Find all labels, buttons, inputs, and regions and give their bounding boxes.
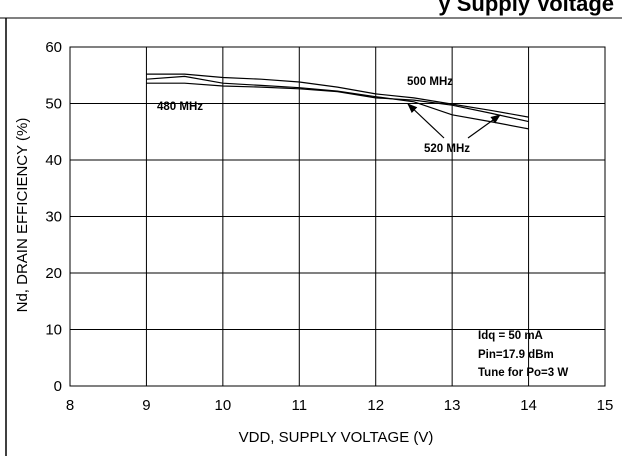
clipped-title: y Supply Voltage (438, 0, 614, 16)
y-tick-label: 40 (45, 152, 62, 169)
clipped-title-strip: y Supply Voltage (0, 0, 622, 18)
y-axis-label: Nd, DRAIN EFFICIENCY (%) (14, 118, 31, 313)
x-tick-label: 10 (215, 397, 232, 414)
x-tick-label: 12 (367, 397, 384, 414)
y-tick-label: 0 (54, 378, 62, 395)
y-tick-label: 50 (45, 96, 62, 113)
series-line-500-mhz (146, 73, 529, 118)
y-tick-label: 60 (45, 39, 62, 56)
y-tick-label: 10 (45, 322, 62, 339)
x-tick-label: 9 (142, 397, 150, 414)
x-axis-label: VDD, SUPPLY VOLTAGE (V) (239, 429, 434, 446)
x-tick-label: 13 (444, 397, 461, 414)
y-tick-label: 20 (45, 265, 62, 282)
arrow-520-to-curve-b (467, 114, 501, 139)
condition-tune: Tune for Po=3 W (478, 367, 568, 379)
y-tick-label: 30 (45, 209, 62, 226)
series-line-520-mhz (146, 75, 529, 130)
x-tick-label: 14 (520, 397, 537, 414)
condition-pin: Pin=17.9 dBm (478, 349, 554, 361)
series-lines (146, 73, 529, 130)
series-line-480-mhz (146, 82, 529, 123)
x-tick-labels: 8 9 10 11 12 13 14 15 (66, 397, 614, 414)
x-tick-label: 11 (291, 397, 307, 414)
label-520-mhz: 520 MHz (424, 143, 470, 155)
label-500-mhz: 500 MHz (407, 76, 453, 88)
x-tick-label: 8 (66, 397, 74, 414)
condition-idq: Idq = 50 mA (478, 330, 543, 342)
label-480-mhz: 480 MHz (157, 101, 203, 113)
plot-area (69, 46, 606, 387)
y-tick-labels: 0 10 20 30 40 50 60 (45, 39, 62, 395)
x-tick-label: 15 (597, 397, 614, 414)
grid-lines (70, 47, 605, 386)
arrow-520-to-curve-a (407, 103, 445, 139)
